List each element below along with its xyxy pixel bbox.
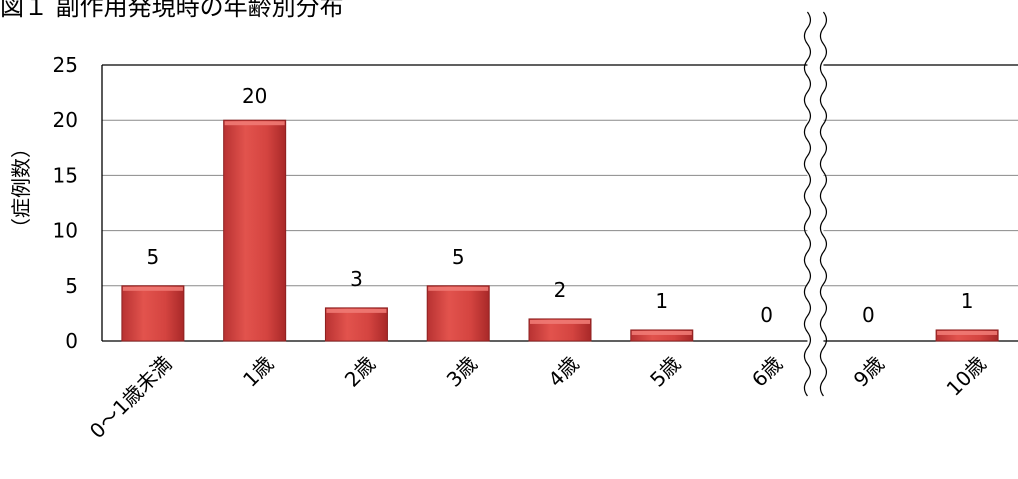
x-tick-label: 4歳 xyxy=(543,352,583,392)
x-tick-label: 6歳 xyxy=(747,352,787,392)
axis-break-line xyxy=(819,11,828,397)
bar xyxy=(528,318,592,342)
x-tick-label: 3歳 xyxy=(442,352,482,392)
data-label: 5 xyxy=(452,245,465,269)
y-tick-label: 25 xyxy=(53,53,78,77)
data-label: 1 xyxy=(961,289,974,313)
bar xyxy=(324,307,388,342)
data-label: 5 xyxy=(147,245,160,269)
data-label: 0 xyxy=(760,303,773,327)
data-label: 1 xyxy=(655,289,668,313)
x-tick-label: 10歳 xyxy=(942,352,991,401)
x-tick-label: 0～1歳未満 xyxy=(85,352,177,444)
bar xyxy=(426,285,490,342)
x-tick-label: 5歳 xyxy=(645,352,685,392)
y-tick-label: 10 xyxy=(53,219,78,243)
x-tick-label: 9歳 xyxy=(849,352,889,392)
bar xyxy=(223,119,287,342)
y-tick-label: 15 xyxy=(53,163,78,187)
y-tick-label: 0 xyxy=(65,329,78,353)
axis-break-line xyxy=(803,11,812,397)
axis-break-mask xyxy=(807,12,824,384)
bar xyxy=(121,285,185,342)
x-tick-label: 1歳 xyxy=(238,352,278,392)
chart-title: 図１ 副作用発現時の年齢別分布 xyxy=(0,0,344,21)
bar xyxy=(935,329,999,342)
y-axis-label: （症例数） xyxy=(9,138,33,238)
data-label: 2 xyxy=(554,278,567,302)
data-label: 3 xyxy=(350,267,363,291)
y-tick-label: 20 xyxy=(53,108,78,132)
bar xyxy=(630,329,694,342)
data-label: 0 xyxy=(862,303,875,327)
data-label: 20 xyxy=(242,84,267,108)
x-tick-label: 2歳 xyxy=(340,352,380,392)
y-tick-label: 5 xyxy=(65,274,78,298)
